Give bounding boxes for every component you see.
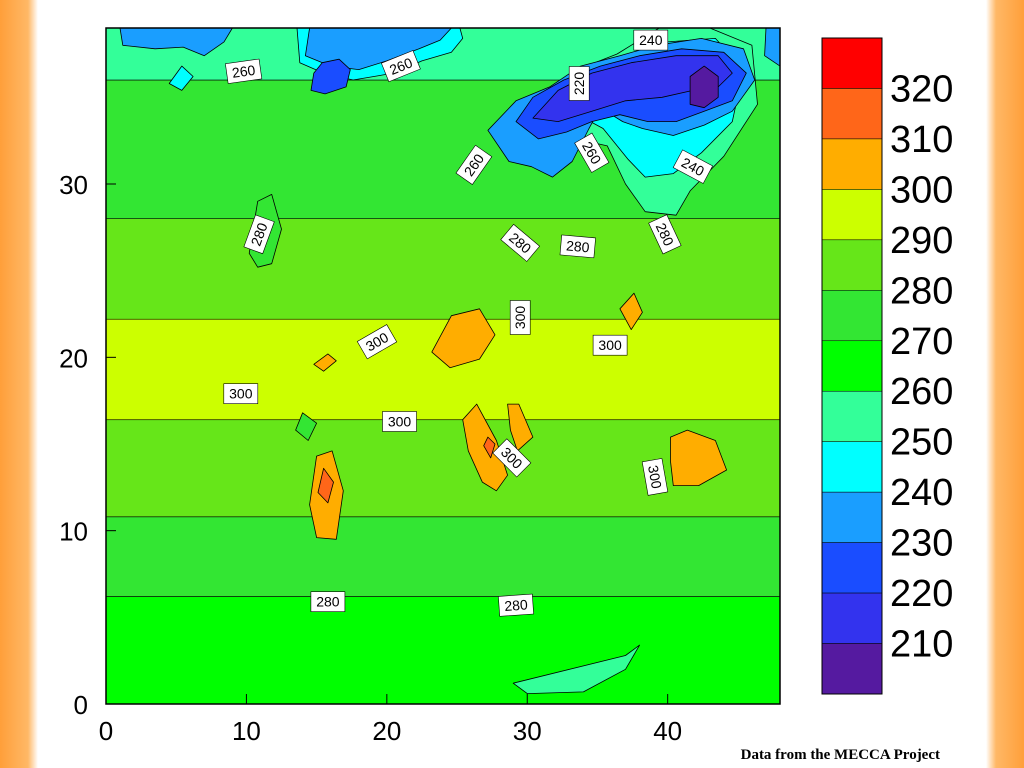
contour-region-0 xyxy=(512,644,640,694)
contour-regions xyxy=(119,28,780,694)
data-source-credit: Data from the MECCA Project xyxy=(740,747,940,763)
colorbar-label-220: 220 xyxy=(890,573,953,615)
contour-label-17: 300 xyxy=(641,458,669,496)
contour-label-2: 240 xyxy=(633,29,669,51)
svg-text:280: 280 xyxy=(316,594,340,610)
colorbar: 320 310 300 290 280 270 260 250 240 230 220 210 xyxy=(821,37,953,695)
colorbar-label-210: 210 xyxy=(890,624,953,666)
svg-text:300: 300 xyxy=(229,386,253,402)
svg-text:220: 220 xyxy=(571,72,587,96)
colorbar-label-300: 300 xyxy=(890,169,953,211)
colorbar-swatch-4 xyxy=(821,239,883,291)
contour-label-19: 280 xyxy=(498,593,534,617)
contour-region-6 xyxy=(670,429,727,487)
temperature-band-0 xyxy=(106,596,780,704)
x-tick-label-2: 20 xyxy=(372,716,401,746)
colorbar-swatch-12 xyxy=(821,643,883,695)
contour-region-4 xyxy=(507,403,534,452)
y-tick-label-1: 10 xyxy=(59,517,88,547)
colorbar-label-280: 280 xyxy=(890,270,953,312)
contour-label-13: 300 xyxy=(592,334,628,356)
contour-label-3: 220 xyxy=(568,66,590,101)
svg-text:280: 280 xyxy=(504,596,529,614)
y-tick-label-0: 0 xyxy=(74,690,88,720)
contour-region-23 xyxy=(168,65,194,91)
colorbar-swatch-1 xyxy=(821,88,883,140)
contour-label-14: 300 xyxy=(223,383,259,405)
colorbar-label-290: 290 xyxy=(890,220,953,262)
svg-text:300: 300 xyxy=(512,306,528,330)
colorbar-swatch-11 xyxy=(821,592,883,644)
colorbar-label-320: 320 xyxy=(890,68,953,110)
svg-text:300: 300 xyxy=(645,464,665,490)
y-tick-label-3: 30 xyxy=(59,170,88,200)
contour-region-2 xyxy=(317,467,334,504)
x-tick-label-3: 30 xyxy=(513,716,542,746)
contour-label-7: 280 xyxy=(243,214,275,255)
contour-region-21 xyxy=(119,28,233,57)
x-tick-label-0: 0 xyxy=(99,716,113,746)
contour-label-18: 280 xyxy=(310,591,346,613)
contour-label-15: 300 xyxy=(382,411,417,432)
x-tick-label-1: 10 xyxy=(232,716,261,746)
slide: 260 260 240 220 260 260 240 280 280 280 280 300 300 3… xyxy=(40,0,986,768)
colorbar-label-310: 310 xyxy=(890,119,953,161)
colorbar-frame xyxy=(821,37,883,695)
svg-text:300: 300 xyxy=(388,414,412,430)
colorbar-label-260: 260 xyxy=(890,371,953,413)
colorbar-swatch-9 xyxy=(821,491,883,543)
colorbar-swatch-3 xyxy=(821,189,883,241)
contour-region-17 xyxy=(689,65,719,109)
contour-region-8 xyxy=(313,353,337,372)
contour-region-16 xyxy=(532,55,733,122)
temperature-band-4 xyxy=(106,218,780,320)
colorbar-label-230: 230 xyxy=(890,523,953,565)
colorbar-swatch-8 xyxy=(821,441,883,493)
contour-region-7 xyxy=(431,308,496,369)
contour-region-10 xyxy=(295,412,318,441)
svg-text:280: 280 xyxy=(248,220,271,248)
colorbar-swatch-2 xyxy=(821,138,883,190)
x-axis: 0 10 20 30 40 xyxy=(99,694,682,746)
colorbar-label-240: 240 xyxy=(890,472,953,514)
colorbar-label-270: 270 xyxy=(890,321,953,363)
contour-label-4: 260 xyxy=(455,144,493,185)
x-tick-label-4: 40 xyxy=(653,716,682,746)
contour-region-9 xyxy=(619,292,643,331)
contour-label-11: 300 xyxy=(509,300,531,335)
svg-text:280: 280 xyxy=(565,237,590,255)
temperature-band-2 xyxy=(106,419,780,518)
colorbar-swatch-6 xyxy=(821,340,883,392)
colorbar-swatch-0 xyxy=(821,37,883,89)
svg-text:300: 300 xyxy=(598,337,622,353)
colorbar-swatch-7 xyxy=(821,390,883,442)
plot-frame xyxy=(105,27,781,705)
svg-text:260: 260 xyxy=(231,62,257,81)
contour-label-0: 260 xyxy=(225,58,263,84)
contour-label-9: 280 xyxy=(559,234,596,259)
colorbar-swatch-5 xyxy=(821,290,883,342)
colorbar-label-250: 250 xyxy=(890,422,953,464)
contour-label-1: 260 xyxy=(381,50,421,83)
colorbar-swatch-10 xyxy=(821,542,883,594)
temperature-band-1 xyxy=(106,516,780,597)
contour-region-20 xyxy=(310,58,351,95)
y-tick-label-2: 20 xyxy=(59,343,88,373)
svg-text:240: 240 xyxy=(639,32,663,48)
contour-region-22 xyxy=(764,28,780,67)
contour-region-5 xyxy=(483,436,496,459)
y-axis: 0 10 20 30 xyxy=(59,170,116,720)
